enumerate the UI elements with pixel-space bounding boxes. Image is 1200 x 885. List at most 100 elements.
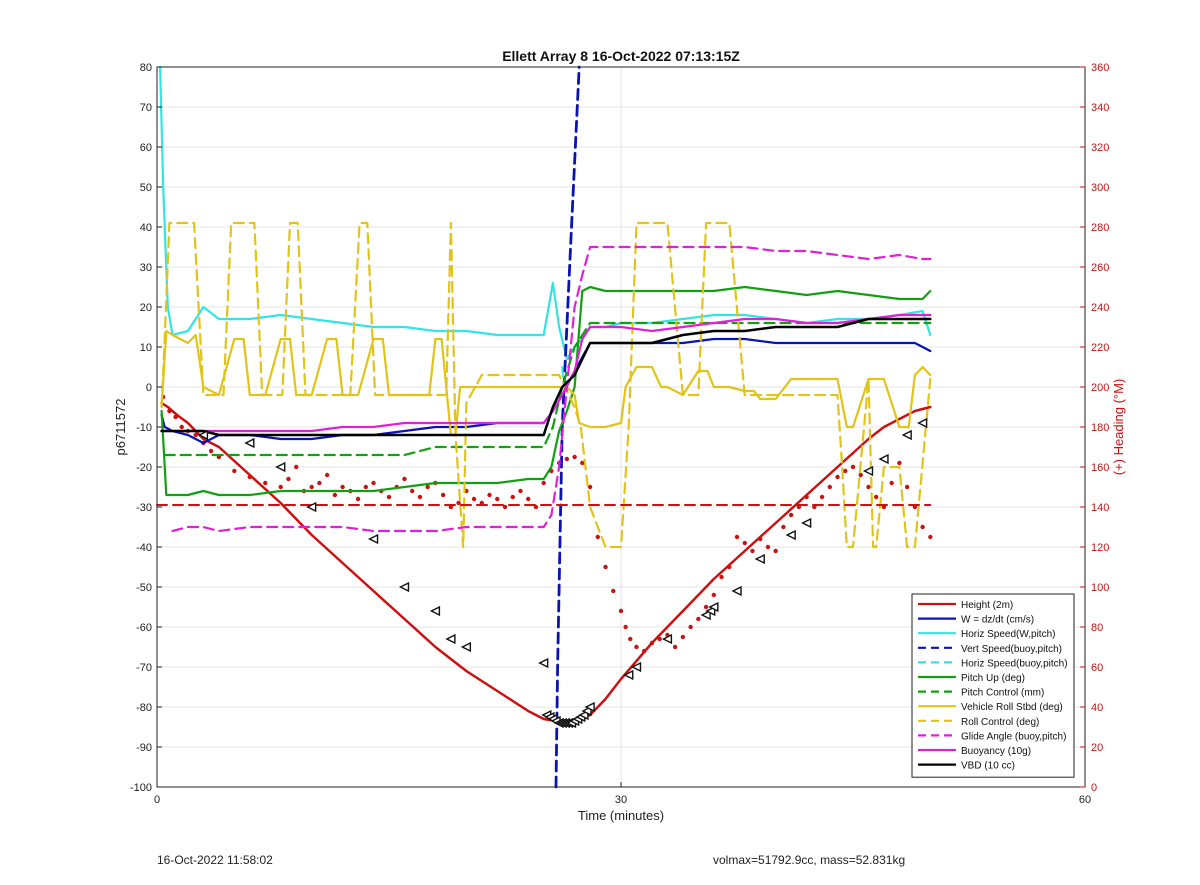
legend-label: W = dz/dt (cm/s)	[961, 615, 1034, 626]
heading-point	[623, 624, 628, 630]
y-tick-label-right: 40	[1091, 702, 1103, 714]
heading-point	[835, 474, 840, 480]
height-marker	[661, 633, 673, 645]
heading-point	[541, 480, 546, 486]
heading-point	[309, 484, 314, 490]
heading-point	[765, 544, 771, 550]
y-tick-label-left: 40	[140, 222, 152, 234]
y-tick-label-right: 140	[1091, 502, 1109, 514]
x-tick-label: 30	[615, 794, 627, 806]
heading-point	[278, 484, 283, 490]
heading-point	[294, 464, 299, 470]
heading-point	[904, 484, 910, 490]
heading-point	[402, 476, 407, 482]
heading-point	[843, 468, 848, 474]
chart-title: Ellett Array 8 16-Oct-2022 07:13:15Z	[502, 48, 740, 64]
height-marker	[584, 701, 595, 713]
legend-label: Vert Speed(buoy,pitch)	[961, 644, 1062, 655]
y-tick-label-left: -40	[136, 542, 152, 554]
y-tick-label-right: 220	[1091, 342, 1109, 354]
y-axis-label-left: p6711572	[113, 399, 128, 456]
series-line-9	[171, 245, 932, 533]
heading-point	[286, 476, 291, 482]
y-tick-label-right: 120	[1091, 542, 1109, 554]
y-tick-label-right: 360	[1091, 62, 1109, 74]
legend-label: Pitch Control (mm)	[961, 688, 1044, 699]
legend-label: Buoyancy (10g)	[961, 746, 1031, 757]
y-tick-label-left: 30	[140, 262, 152, 274]
legend-label: Glide Angle (buoy,pitch)	[961, 731, 1066, 742]
height-marker	[306, 501, 317, 513]
legend-label: Horiz Speed(W,pitch)	[961, 629, 1055, 640]
series-line-10	[160, 313, 932, 433]
heading-point	[611, 588, 616, 594]
heading-point	[889, 480, 894, 486]
y-tick-label-left: 0	[146, 382, 152, 394]
y-tick-label-right: 100	[1091, 582, 1109, 594]
heading-point	[688, 624, 693, 630]
y-tick-label-left: 20	[140, 302, 152, 314]
height-marker	[244, 437, 255, 449]
y-tick-label-left: -50	[136, 582, 152, 594]
y-tick-label-left: 70	[140, 102, 152, 114]
legend-label: Vehicle Roll Stbd (deg)	[961, 702, 1063, 713]
y-tick-label-right: 60	[1091, 662, 1103, 674]
heading-point	[788, 512, 794, 518]
heading-point	[502, 504, 508, 510]
y-tick-label-left: -90	[136, 742, 152, 754]
legend-label: Height (2m)	[961, 600, 1013, 611]
series-line-3	[554, 65, 581, 789]
heading-point	[495, 496, 500, 502]
heading-point	[440, 492, 446, 498]
y-tick-label-right: 80	[1091, 622, 1103, 634]
heading-point	[518, 488, 523, 494]
y-tick-label-left: 80	[140, 62, 152, 74]
x-axis-label: Time (minutes)	[578, 808, 664, 823]
y-tick-label-right: 0	[1091, 782, 1097, 794]
height-marker	[460, 641, 472, 653]
y-tick-label-left: -80	[136, 702, 152, 714]
legend-label: Pitch Up (deg)	[961, 673, 1025, 684]
height-marker	[878, 453, 889, 465]
heading-point	[866, 484, 871, 490]
legend-label: Roll Control (deg)	[961, 717, 1039, 728]
heading-point	[510, 494, 515, 500]
y-tick-label-right: 300	[1091, 182, 1109, 194]
heading-point	[696, 616, 701, 622]
heading-point	[580, 460, 585, 466]
y-tick-label-right: 200	[1091, 382, 1109, 394]
heading-point	[618, 608, 624, 614]
height-marker	[754, 553, 765, 565]
heading-point	[719, 574, 724, 580]
heading-point	[850, 464, 856, 470]
heading-point	[425, 484, 430, 490]
y-tick-label-right: 280	[1091, 222, 1109, 234]
heading-point	[711, 592, 716, 598]
height-marker	[801, 517, 812, 529]
y-tick-label-left: 10	[140, 342, 152, 354]
heading-point	[179, 424, 184, 430]
y-tick-label-left: -70	[136, 662, 152, 674]
y-tick-label-right: 320	[1091, 142, 1109, 154]
height-marker	[862, 465, 874, 477]
height-marker	[785, 529, 796, 541]
heading-point	[819, 494, 825, 500]
heading-point	[410, 488, 415, 494]
y-tick-label-left: 60	[140, 142, 152, 154]
series-line-8	[160, 221, 932, 549]
heading-point	[680, 634, 686, 640]
height-marker	[623, 669, 634, 681]
y-tick-label-right: 160	[1091, 462, 1109, 474]
heading-point	[827, 484, 832, 490]
y-tick-label-left: 50	[140, 182, 152, 194]
heading-point	[526, 496, 531, 502]
heading-point	[897, 460, 902, 466]
legend-label: VBD (10 cc)	[961, 761, 1015, 772]
legend-label: Horiz Speed(buoy,pitch)	[961, 658, 1068, 669]
height-marker	[538, 657, 549, 669]
heading-point	[355, 496, 361, 502]
heading-point	[703, 604, 709, 610]
height-marker	[700, 609, 711, 621]
ticks-layer: -100-90-80-70-60-50-40-30-20-10010203040…	[130, 62, 1109, 806]
